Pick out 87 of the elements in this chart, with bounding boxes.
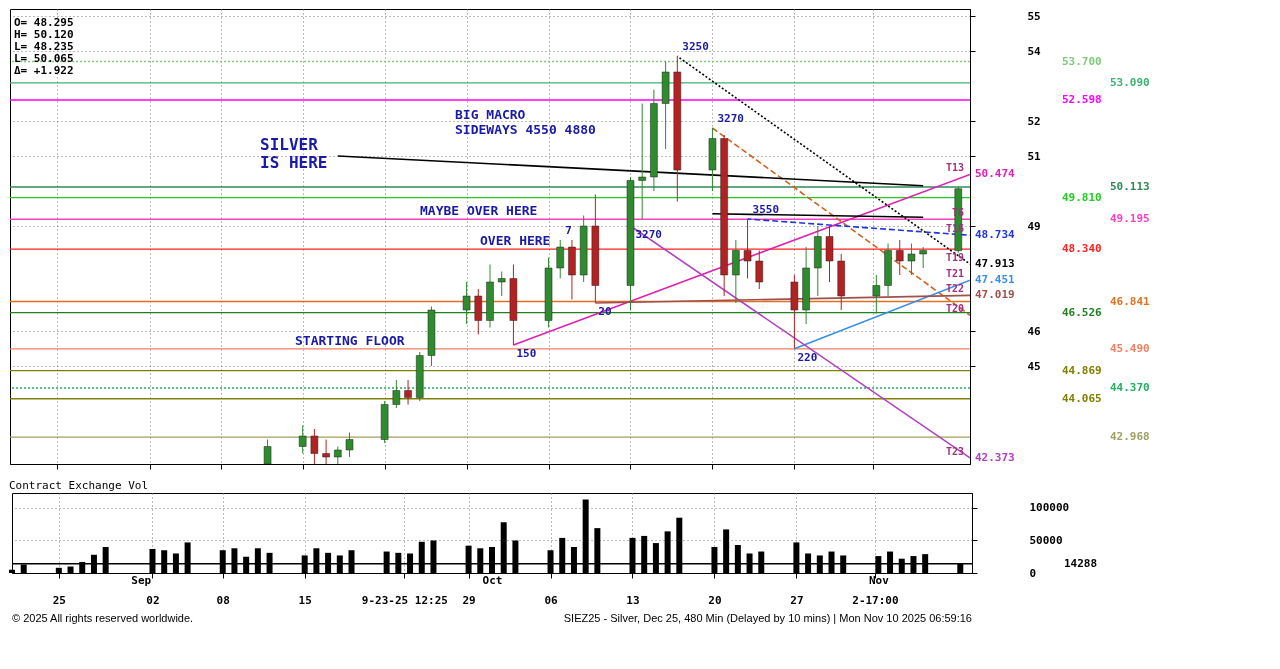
ref-line-label: 42.968 [1110,430,1150,444]
annotation: OVER HERE [480,233,551,248]
candlestick [556,239,564,279]
x2-tick-label: Nov [868,573,890,587]
annotation: T13 [945,162,964,174]
candlestick [907,243,916,276]
candlestick [345,432,354,458]
candlestick [872,274,881,314]
annotation: 3250 [682,40,709,54]
ref-line-label: 50.113 [1110,180,1150,194]
y-tick-label: 0 [1029,566,1037,580]
ref-line-label: 53.090 [1110,75,1150,89]
candlestick [263,439,272,465]
data-label: 42.373 [975,450,1015,464]
candlestick [392,379,401,409]
annotation: H= 50.120 [14,28,74,41]
annotation: L= 50.065 [14,52,74,65]
x-tick-label: 29 [462,593,476,607]
y-tick-label: 46 [1027,324,1042,338]
candlestick [638,103,646,220]
text: © 2025 All rights reserved worldwide. [12,612,194,624]
x-tick-label: 27 [790,593,804,607]
annotation: 7 [565,224,572,237]
ref-line-label: 49.195 [1110,212,1150,226]
data-label: 47.913 [975,257,1015,271]
annotation: STARTING FLOOR [295,333,405,348]
candlestick [497,271,506,297]
candlestick [743,218,752,279]
text: SIEZ25 - Silver, Dec 25, 480 Min (Delayed by 10 mins) | Mon Nov 10 2025 06:59:16 [563,612,972,624]
x-tick-label: 02 [146,593,160,607]
candlestick [298,425,307,454]
annotation: 150 [516,347,537,360]
annotation: O= 48.295 [14,16,74,29]
chart-title: Contract Exchange Vol [9,479,149,492]
y-tick-label: 50000 [1029,533,1063,547]
annotation: T20 [945,303,964,315]
data-label: 47.019 [975,288,1015,302]
candlestick [404,379,412,405]
y-tick-label: 49 [1027,219,1041,233]
ref-line-label: 49.810 [1062,190,1102,204]
annotation: BIG MACRO SIDEWAYS 4550 4880 [455,107,597,137]
x-tick-label: 15 [298,593,312,607]
y-tick-label: 52 [1027,114,1041,128]
annotation: Δ= +1.922 [14,64,74,77]
annotation: 3550 [752,203,780,216]
y-tick-label: 54 [1027,44,1042,58]
ref-line-label: 48.340 [1062,242,1102,256]
x-tick-label: 13 [626,593,640,607]
x-tick-label: 2-17:00 [852,593,899,607]
y-tick-label: 51 [1027,149,1042,163]
annotation: T23 [945,445,964,457]
annotation: SILVER IS HERE [260,135,328,172]
ref-line-label: 44.065 [1062,391,1102,405]
annotation: T22 [945,283,964,295]
x2-tick-label: Oct [482,573,503,587]
data-label: 47.451 [975,273,1016,287]
candlestick [462,281,471,325]
candlestick [919,246,927,269]
annotation: T21 [945,268,964,280]
data-label: 50.474 [975,167,1016,181]
annotation: T19 [945,252,964,264]
annotation: L= 48.235 [14,40,74,53]
ref-line-label: 46.841 [1110,294,1151,308]
ref-line-label: 46.526 [1062,305,1103,319]
annotation: 220 [797,350,818,364]
candlestick [310,428,319,465]
candlestick [755,250,764,290]
ref-line-label: 52.598 [1062,93,1102,107]
y-tick-label: 55 [1027,9,1041,23]
x-tick-label: 9-23-25 12:25 [361,593,448,607]
x-tick-label: 08 [216,593,230,607]
ref-line-label: 53.700 [1062,54,1102,68]
y-tick-label: 45 [1027,359,1041,373]
annotation: MAYBE OVER HERE [420,203,538,218]
data-label: 48.734 [975,228,1016,242]
x-tick-label: 06 [544,593,559,607]
ref-line-label: 44.370 [1110,381,1150,395]
x-tick-label: 25 [52,593,66,607]
x-tick-label: 20 [708,593,722,607]
ref-line-label: 44.869 [1062,363,1102,377]
annotation: 3270 [717,112,744,125]
candlestick [896,239,904,276]
ref-line-label: 45.490 [1110,341,1150,355]
candlestick [322,439,330,465]
x2-tick-label: Sep [131,573,152,587]
ref-line-label: 14288 [1064,556,1098,570]
y-tick-label: 100000 [1029,501,1070,515]
